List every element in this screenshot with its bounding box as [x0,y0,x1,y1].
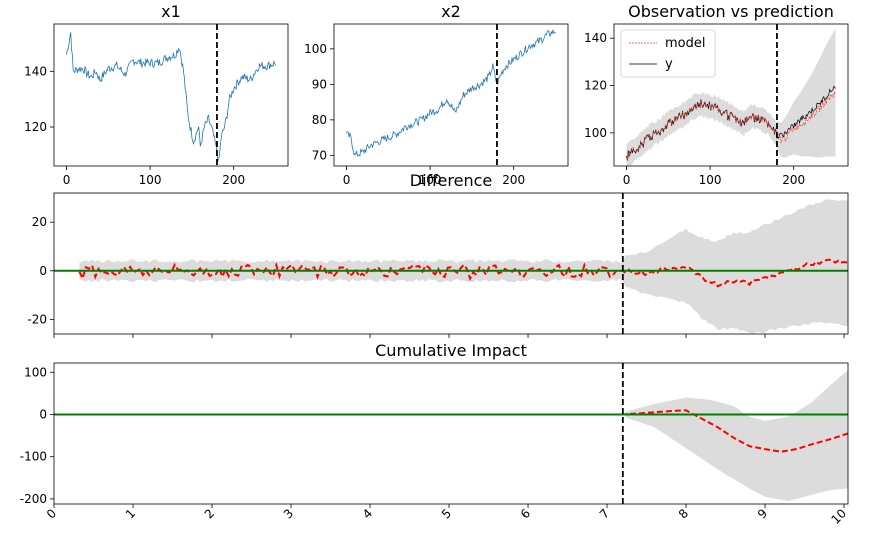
difference-ytick-label: 20 [32,215,47,229]
observation-model-line [626,91,836,161]
cumulative-confidence-band [625,370,848,501]
observation-legend-box [620,29,716,78]
x2-title: x2 [441,2,461,21]
cumulative-ytick-label: -100 [20,450,47,464]
x2-ytick-label: 90 [312,77,327,91]
legend-model-label: model [665,36,705,51]
cumulative-ytick-label: 100 [24,365,47,379]
difference-ytick-label: -20 [27,312,47,326]
difference-axes: Difference -20 0 20 [27,171,849,338]
observation-xtick-label: 0 [623,173,631,187]
observation-y-line [626,85,836,161]
observation-ytick-label: 120 [584,79,607,93]
cumulative-spine [53,362,849,505]
difference-spine [53,192,849,335]
x2-xtick-label: 100 [419,173,442,187]
cumulative-ytick-label: -200 [20,492,47,506]
observation-title: Observation vs prediction [628,2,834,21]
observation-confidence-band [626,28,836,166]
x1-spine [53,23,289,167]
cumulative-ytick-label: 0 [39,408,47,422]
difference-ytick-label: 0 [39,264,47,278]
x1-ytick-label: 120 [24,120,47,134]
x1-axes: x1 120 140 0 100 200 [24,2,289,187]
observation-ytick-label: 140 [584,31,607,45]
x2-series-line [346,29,556,157]
difference-series-line [78,258,848,288]
x1-xtick-label: 200 [222,173,245,187]
x1-xtick-label: 0 [63,173,71,187]
difference-confidence-band [79,199,848,334]
cumulative-title: Cumulative Impact [375,341,527,360]
x1-ytick-label: 140 [24,64,47,78]
x2-spine [333,23,569,167]
x2-ytick-label: 100 [304,42,327,56]
observation-axes: Observation vs prediction 100 120 140 0 100 20… [584,2,849,187]
observation-spine [613,23,849,167]
x2-xtick-label: 200 [502,173,525,187]
x2-axes: x2 70 80 90 100 0 100 200 [304,2,569,187]
observation-xtick-label: 100 [699,173,722,187]
x1-title: x1 [161,2,181,21]
x1-xtick-label: 100 [139,173,162,187]
x2-ytick-label: 70 [312,148,327,162]
x1-series-line [66,32,276,162]
observation-ytick-label: 100 [584,126,607,140]
observation-legend: model y [620,29,716,78]
x2-ytick-label: 80 [312,113,327,127]
difference-title: Difference [410,171,492,190]
observation-xtick-label: 200 [782,173,805,187]
x2-xtick-label: 0 [343,173,351,187]
legend-y-label: y [665,57,673,72]
